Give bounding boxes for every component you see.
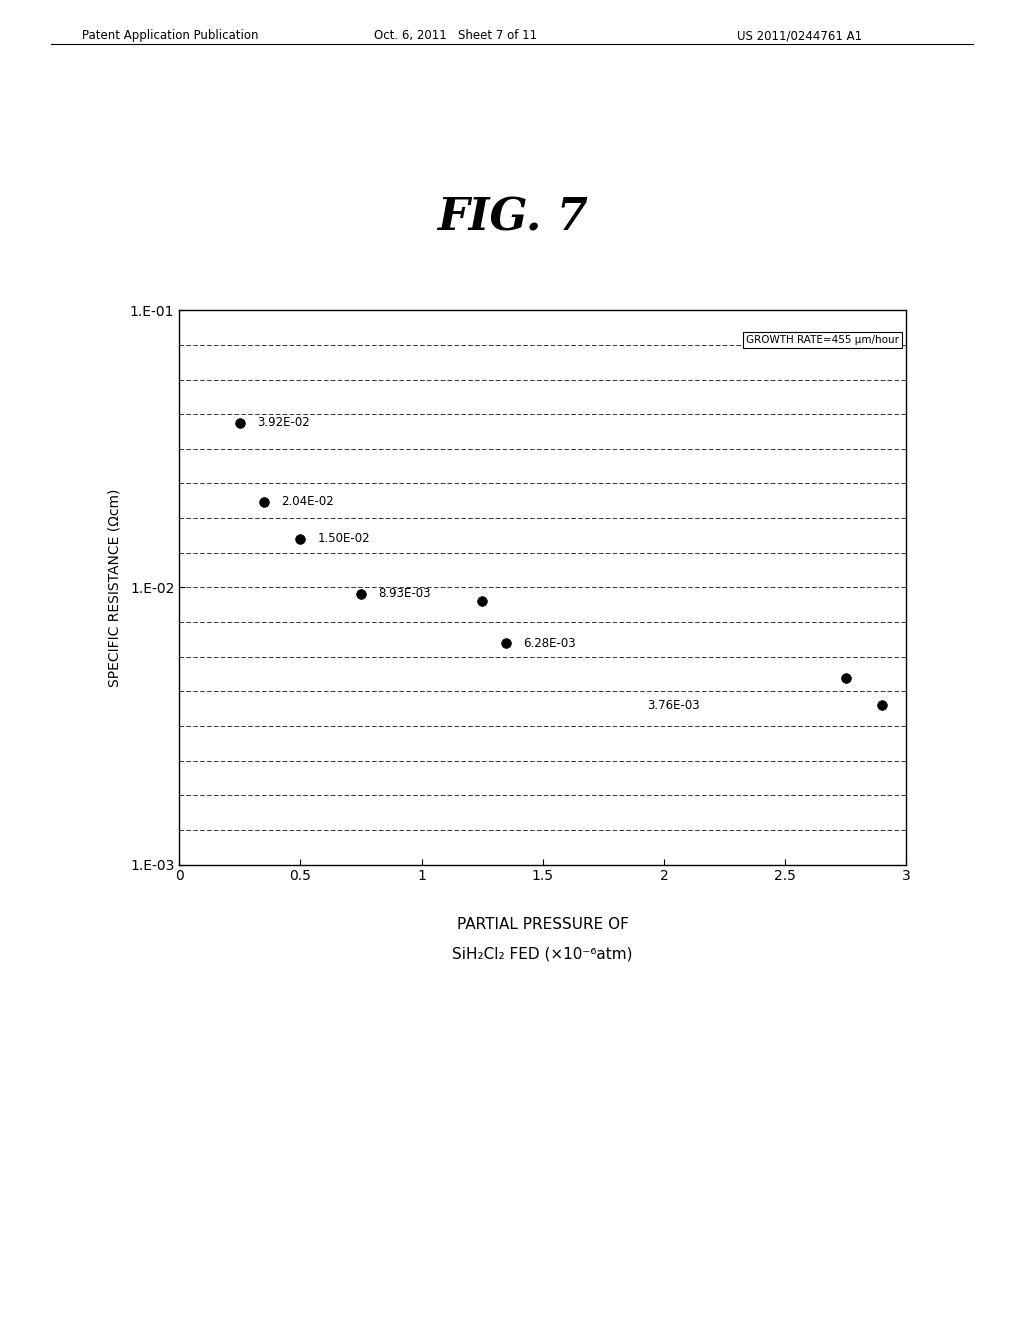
Text: US 2011/0244761 A1: US 2011/0244761 A1 bbox=[737, 29, 862, 42]
Text: 2.04E-02: 2.04E-02 bbox=[281, 495, 334, 508]
Text: 8.93E-03: 8.93E-03 bbox=[378, 587, 430, 601]
Text: GROWTH RATE=455 μm/hour: GROWTH RATE=455 μm/hour bbox=[745, 335, 899, 345]
Text: 1.50E-02: 1.50E-02 bbox=[317, 532, 370, 545]
Text: SiH₂Cl₂ FED (×10⁻⁶atm): SiH₂Cl₂ FED (×10⁻⁶atm) bbox=[453, 946, 633, 961]
Text: Patent Application Publication: Patent Application Publication bbox=[82, 29, 258, 42]
Text: Oct. 6, 2011   Sheet 7 of 11: Oct. 6, 2011 Sheet 7 of 11 bbox=[374, 29, 537, 42]
Text: 3.92E-02: 3.92E-02 bbox=[257, 416, 309, 429]
Text: FIG. 7: FIG. 7 bbox=[436, 197, 588, 239]
Text: 6.28E-03: 6.28E-03 bbox=[523, 638, 575, 649]
Y-axis label: SPECIFIC RESISTANCE (Ωcm): SPECIFIC RESISTANCE (Ωcm) bbox=[108, 488, 122, 686]
Text: 3.76E-03: 3.76E-03 bbox=[647, 698, 699, 711]
Text: PARTIAL PRESSURE OF: PARTIAL PRESSURE OF bbox=[457, 917, 629, 932]
